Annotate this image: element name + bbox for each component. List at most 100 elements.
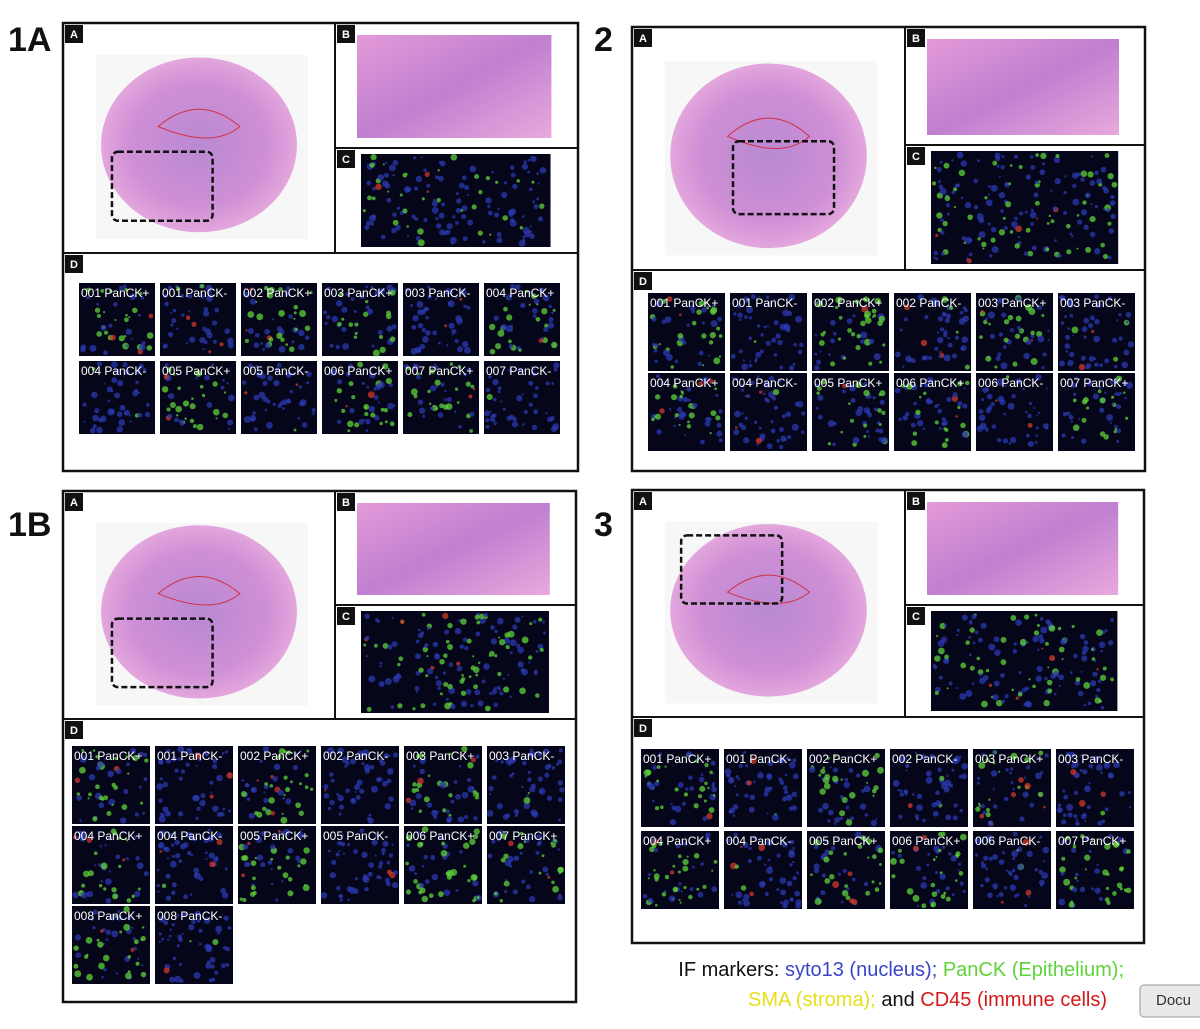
if-signal	[125, 344, 129, 348]
if-signal	[911, 793, 915, 796]
if-signal	[1002, 216, 1006, 220]
if-signal	[512, 183, 518, 190]
if-signal	[1125, 320, 1129, 324]
if-signal	[863, 881, 869, 887]
if-signal	[821, 873, 826, 878]
if-signal	[391, 227, 397, 234]
if-signal	[963, 387, 966, 390]
if-signal	[326, 315, 331, 320]
if-signal	[954, 335, 959, 340]
figure-frame	[61, 21, 580, 473]
if-signal	[132, 307, 138, 314]
if-signal	[494, 891, 498, 896]
if-signal	[413, 879, 418, 884]
if-signal	[653, 348, 658, 353]
if-signal	[378, 680, 385, 688]
if-signal	[472, 655, 475, 658]
if-signal	[1065, 223, 1071, 229]
if-signal	[242, 844, 249, 850]
if-signal	[306, 381, 310, 385]
tumor-outline	[157, 576, 241, 606]
if-signal	[268, 797, 275, 804]
if-signal	[490, 625, 495, 630]
if-signal	[368, 405, 376, 413]
if-signal	[986, 393, 993, 400]
if-signal	[450, 799, 455, 804]
if-signal	[1027, 895, 1031, 898]
tumor-outline	[726, 117, 811, 149]
if-signal	[771, 337, 777, 343]
if-signal	[977, 669, 984, 675]
if-signal	[431, 873, 439, 881]
if-signal	[943, 427, 947, 431]
if-signal	[421, 864, 425, 868]
if-signal	[959, 693, 967, 700]
if-signal	[818, 773, 822, 777]
if-signal	[1047, 338, 1050, 341]
if-signal	[101, 975, 104, 979]
if-signal	[196, 423, 204, 431]
if-signal	[1048, 625, 1056, 632]
if-signal	[1064, 343, 1071, 349]
if-signal	[1116, 440, 1120, 443]
if-signal	[171, 882, 177, 888]
if-signal	[131, 926, 134, 929]
if-signal	[1114, 392, 1118, 396]
if-signal	[107, 770, 114, 778]
if-signal	[248, 812, 255, 819]
if-signal	[664, 874, 670, 880]
if-signal	[821, 379, 827, 385]
if-signal	[1096, 668, 1099, 671]
if-signal	[489, 410, 492, 413]
if-signal	[272, 775, 278, 782]
if-signal	[370, 222, 374, 226]
if-signal	[933, 256, 936, 259]
if-signal	[1005, 869, 1009, 872]
if-signal	[415, 793, 422, 800]
if-signal	[1000, 165, 1005, 170]
if-signal	[216, 774, 223, 782]
if-signal	[450, 153, 458, 161]
panel-letter: D	[70, 725, 78, 737]
if-signal	[1094, 170, 1099, 175]
if-signal	[493, 421, 497, 426]
if-signal	[203, 917, 211, 924]
if-signal	[704, 420, 711, 427]
if-signal	[864, 310, 872, 318]
if-signal	[1018, 165, 1023, 169]
tile-label: 004 PanCK-	[157, 829, 222, 843]
if-signal	[363, 764, 371, 771]
if-signal	[766, 812, 769, 815]
if-signal	[347, 843, 351, 847]
if-signal	[208, 852, 215, 859]
if-signal	[202, 326, 207, 332]
if-signal	[686, 386, 692, 392]
if-signal	[1104, 629, 1108, 632]
if-signal	[670, 870, 675, 875]
if-signal	[776, 853, 781, 858]
if-signal	[79, 835, 87, 842]
if-signal	[691, 310, 695, 314]
if-signal	[133, 939, 139, 945]
if-signal	[441, 841, 446, 846]
if-signal	[169, 976, 176, 983]
if-signal	[710, 410, 717, 417]
if-signal	[463, 304, 467, 308]
if-signal	[156, 883, 160, 888]
if-signal	[698, 776, 705, 783]
if-signal	[964, 364, 970, 370]
if-signal	[497, 386, 502, 391]
if-signal	[537, 751, 543, 757]
if-signal	[392, 752, 399, 758]
tumor-outline	[157, 108, 241, 139]
if-signal	[989, 254, 993, 258]
if-signal	[365, 876, 370, 880]
if-signal	[1032, 635, 1040, 643]
if-signal	[367, 871, 373, 877]
if-signal	[1032, 684, 1036, 689]
if-signal	[118, 335, 125, 342]
if-signal	[550, 341, 558, 349]
if-signal	[380, 407, 385, 412]
if-signal	[1080, 177, 1085, 182]
if-signal	[106, 386, 113, 393]
